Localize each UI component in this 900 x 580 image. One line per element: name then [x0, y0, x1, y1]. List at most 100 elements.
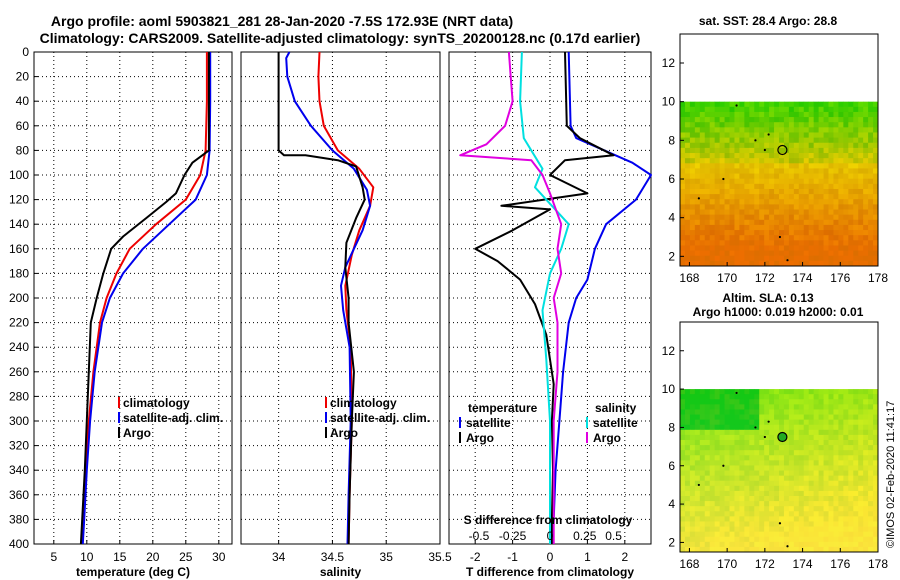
- map-cell: [858, 111, 864, 118]
- map-cell: [788, 224, 795, 231]
- map-cell: [759, 470, 765, 477]
- map-cell: [694, 526, 701, 533]
- map-cell: [714, 132, 720, 139]
- map-cell: [793, 163, 800, 169]
- map-cell: [779, 122, 785, 128]
- map-cell: [843, 485, 849, 492]
- map-cell: [863, 485, 869, 492]
- map-cell: [858, 424, 864, 431]
- map-cell: [793, 516, 800, 522]
- map-cell: [853, 214, 859, 221]
- map-cell: [774, 219, 780, 226]
- map-cell: [769, 439, 775, 446]
- map-cell: [813, 127, 819, 133]
- map-cell: [689, 526, 696, 533]
- map-cell: [719, 219, 725, 226]
- map-cell: [833, 501, 839, 507]
- map-cell: [754, 475, 760, 482]
- map-cell: [749, 194, 755, 200]
- map-cell: [704, 480, 711, 487]
- map-cell: [714, 224, 720, 231]
- map-cell: [823, 209, 829, 216]
- map-cell: [868, 260, 874, 267]
- map-cell: [779, 158, 785, 164]
- map-cell: [699, 245, 706, 251]
- map-cell: [719, 470, 725, 477]
- map-cell: [769, 163, 775, 169]
- map-cell: [684, 389, 691, 395]
- map-cell: [779, 490, 785, 497]
- map-cell: [858, 439, 864, 446]
- map-cell: [783, 219, 790, 226]
- map-cell: [729, 424, 735, 431]
- map-cell: [739, 224, 745, 231]
- map-cell: [848, 106, 854, 113]
- map-cell: [873, 235, 879, 241]
- map-cell: [749, 173, 755, 180]
- map-cell: [873, 106, 879, 113]
- map-cell: [734, 111, 740, 118]
- map-cell: [863, 501, 869, 507]
- map-cell: [749, 178, 755, 185]
- map-cell: [793, 199, 800, 205]
- map-cell: [868, 235, 874, 241]
- map-cell: [749, 101, 755, 108]
- map-cell: [823, 445, 829, 451]
- map-cell: [853, 496, 859, 502]
- map-cell: [699, 219, 706, 226]
- map-cell: [729, 173, 735, 180]
- map-cell: [813, 480, 819, 487]
- map-cell: [729, 389, 735, 395]
- map-cell: [694, 204, 701, 210]
- map-cell: [818, 455, 824, 461]
- map-cell: [873, 526, 879, 533]
- map-cell: [694, 219, 701, 226]
- map-cell: [868, 434, 874, 441]
- map-cell: [744, 465, 750, 471]
- map-cell: [774, 516, 780, 522]
- map-cell: [759, 101, 765, 108]
- map-cell: [833, 439, 839, 446]
- map-cell: [769, 506, 775, 512]
- map-cell: [709, 424, 716, 431]
- map-cell: [833, 224, 839, 231]
- island-mark: [786, 259, 789, 262]
- map-cell: [779, 127, 785, 133]
- map-cell: [709, 158, 716, 164]
- map-cell: [828, 409, 834, 415]
- map-cell: [873, 501, 879, 507]
- map-cell: [858, 219, 864, 226]
- map-cell: [813, 117, 819, 123]
- map-cell: [843, 250, 849, 257]
- map-cell: [769, 101, 775, 108]
- map-cell: [734, 490, 740, 497]
- map-cell: [803, 490, 810, 497]
- map-cell: [783, 404, 790, 410]
- map-cell: [739, 255, 745, 262]
- map-cell: [769, 419, 775, 426]
- map-cell: [779, 260, 785, 267]
- map-cell: [709, 475, 716, 482]
- map-cell: [798, 445, 805, 451]
- map-cell: [828, 460, 834, 466]
- map-cell: [719, 536, 725, 543]
- map-cell: [699, 389, 706, 395]
- map-cell: [704, 230, 711, 236]
- map-cell: [774, 142, 780, 149]
- map-cell: [858, 153, 864, 159]
- map-cell: [684, 214, 691, 221]
- map-cell: [744, 147, 750, 154]
- map-cell: [858, 163, 864, 169]
- map-cell: [764, 470, 770, 477]
- map-cell: [709, 255, 716, 262]
- map-cell: [808, 419, 815, 426]
- map-cell: [793, 404, 800, 410]
- map-cell: [848, 209, 854, 216]
- map-cell: [699, 501, 706, 507]
- map-cell: [779, 399, 785, 405]
- map-cell: [873, 173, 879, 180]
- map-cell: [709, 521, 716, 527]
- map-cell: [774, 250, 780, 257]
- map-cell: [764, 404, 770, 410]
- map-cell: [714, 536, 720, 543]
